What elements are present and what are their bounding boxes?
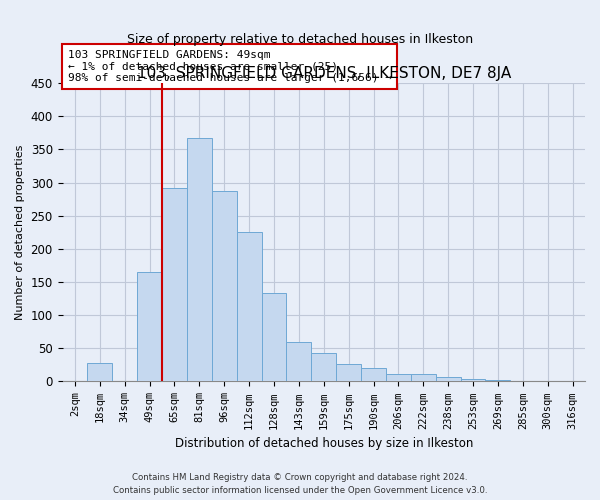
Bar — [262, 294, 286, 382]
X-axis label: Distribution of detached houses by size in Ilkeston: Distribution of detached houses by size … — [175, 437, 473, 450]
Bar — [436, 378, 461, 382]
Text: Size of property relative to detached houses in Ilkeston: Size of property relative to detached ho… — [127, 32, 473, 46]
Y-axis label: Number of detached properties: Number of detached properties — [15, 144, 25, 320]
Bar — [485, 380, 511, 382]
Bar — [286, 342, 311, 382]
Bar — [386, 374, 411, 382]
Bar — [461, 379, 485, 382]
Text: Contains HM Land Registry data © Crown copyright and database right 2024.
Contai: Contains HM Land Registry data © Crown c… — [113, 474, 487, 495]
Bar — [411, 374, 436, 382]
Bar — [336, 364, 361, 382]
Bar — [212, 190, 236, 382]
Bar — [88, 363, 112, 382]
Text: 103 SPRINGFIELD GARDENS: 49sqm
← 1% of detached houses are smaller (25)
98% of s: 103 SPRINGFIELD GARDENS: 49sqm ← 1% of d… — [68, 50, 392, 83]
Bar — [311, 353, 336, 382]
Title: 103, SPRINGFIELD GARDENS, ILKESTON, DE7 8JA: 103, SPRINGFIELD GARDENS, ILKESTON, DE7 … — [137, 66, 511, 80]
Bar — [187, 138, 212, 382]
Bar — [361, 368, 386, 382]
Bar — [137, 272, 162, 382]
Bar — [162, 188, 187, 382]
Bar — [236, 232, 262, 382]
